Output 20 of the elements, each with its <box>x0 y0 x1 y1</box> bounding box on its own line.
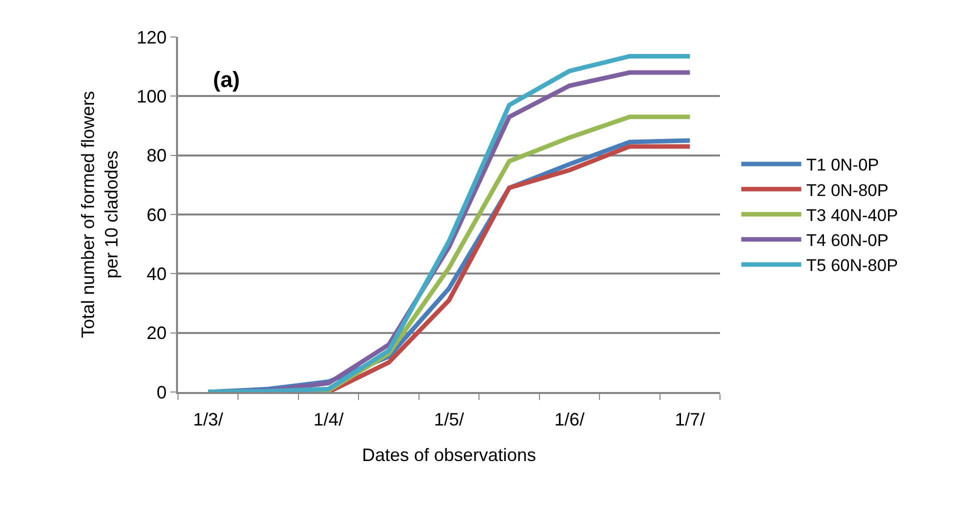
y-tick-label: 80 <box>146 146 167 166</box>
x-tick-label: 1/4/ <box>314 409 344 430</box>
y-axis-title: Total number of formed flowers per 10 cladodes <box>78 90 122 338</box>
legend-label: T2 0N-80P <box>806 180 888 200</box>
x-tick-label: 1/6/ <box>554 409 584 430</box>
x-tick-label: 1/5/ <box>434 409 464 430</box>
y-tick-label: 100 <box>136 86 167 106</box>
y-tick-label: 20 <box>146 323 167 344</box>
legend-label: T3 40N-40P <box>806 206 898 225</box>
x-tick-label: 1/7/ <box>674 409 705 430</box>
y-tick-label: 60 <box>146 204 167 225</box>
y-tick-label: 120 <box>136 27 167 48</box>
legend-label: T5 60N-80P <box>806 256 898 276</box>
x-axis-title: Dates of observations <box>362 444 536 465</box>
x-tick-label: 1/3/ <box>193 409 224 430</box>
y-tick-label: 0 <box>156 382 167 402</box>
legend-label: T1 0N-0P <box>806 156 880 175</box>
text: (a) <box>213 67 240 92</box>
y-tick-label: 40 <box>146 264 167 284</box>
legend-label: T4 60N-0P <box>806 230 888 250</box>
